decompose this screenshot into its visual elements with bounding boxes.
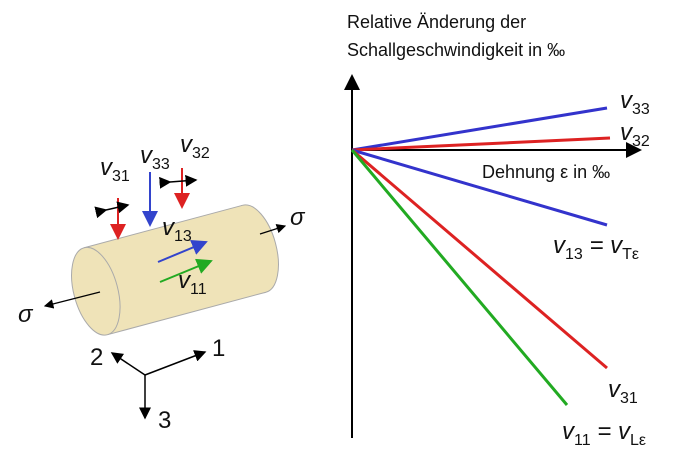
subscript: 31 xyxy=(620,390,638,407)
label-text: v xyxy=(620,87,634,114)
label-text: v xyxy=(608,376,622,403)
curve xyxy=(351,106,608,152)
label-text: = v xyxy=(591,418,632,445)
label-text: = v xyxy=(583,232,624,259)
subscript: 13 xyxy=(565,246,583,263)
wave-label: v31 xyxy=(608,376,638,407)
wave-label: v32 xyxy=(180,131,210,162)
wave-label: v11 xyxy=(178,267,207,298)
polarization xyxy=(94,201,130,219)
title: Relative Änderung der xyxy=(347,12,526,32)
stress: σ xyxy=(18,301,34,328)
subscript: 32 xyxy=(632,133,650,150)
subscript: 32 xyxy=(192,145,210,162)
axis xyxy=(144,350,207,376)
axis-label: 3 xyxy=(158,407,171,434)
subscript: 33 xyxy=(632,101,650,118)
stress-arrow xyxy=(259,223,287,235)
label-text: v xyxy=(100,154,114,181)
label-text: v xyxy=(178,267,192,294)
label-text: v xyxy=(140,142,154,169)
wave-label: v13 = vTε xyxy=(553,232,639,263)
axis-label: 2 xyxy=(90,344,103,371)
label-text: v xyxy=(562,418,576,445)
title: Schallgeschwindigkeit in ‰ xyxy=(347,40,565,60)
stress-arrow xyxy=(43,291,101,309)
subscript: 11 xyxy=(190,281,207,298)
label-text: v xyxy=(553,232,567,259)
label-text: v xyxy=(180,131,194,158)
subscript: 33 xyxy=(152,156,170,173)
curve xyxy=(350,149,569,406)
x-label: Dehnung ε in ‰ xyxy=(482,162,610,182)
polarization xyxy=(159,174,198,189)
wave-label: v13 xyxy=(162,214,192,245)
wave-label: v11 = vLε xyxy=(562,418,646,447)
subscript: 11 xyxy=(574,432,591,447)
subscript: Tε xyxy=(622,246,639,263)
wave-arrow xyxy=(159,258,213,283)
wave-label: v31 xyxy=(100,154,130,185)
axis-label: 1 xyxy=(212,335,225,362)
subscript: 31 xyxy=(112,168,130,185)
wave-label: v32 xyxy=(620,119,650,150)
subscript: 13 xyxy=(174,228,192,245)
axis xyxy=(110,352,146,376)
wave-label: v33 xyxy=(620,87,650,118)
curve xyxy=(351,148,608,370)
label-text: v xyxy=(620,119,634,146)
curves xyxy=(350,106,611,406)
wave-arrow xyxy=(157,240,208,263)
cylinder xyxy=(71,204,279,336)
stress: σ xyxy=(290,204,306,231)
label-text: v xyxy=(162,214,176,241)
subscript: Lε xyxy=(630,432,646,447)
wave-label: v33 xyxy=(140,142,170,173)
curve xyxy=(351,148,608,227)
curve xyxy=(351,136,611,152)
